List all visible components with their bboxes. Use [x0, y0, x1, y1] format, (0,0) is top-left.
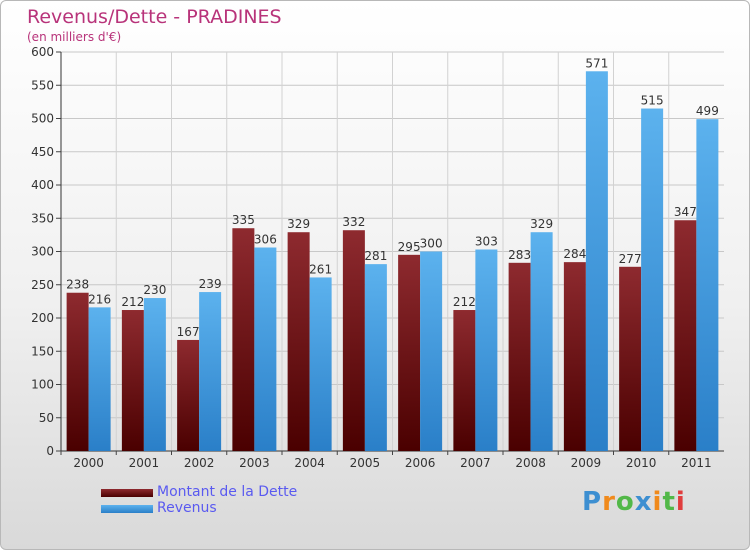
bar-revenus-2005	[364, 264, 387, 451]
bar-revenus-2010	[641, 108, 664, 452]
data-label-dette: 212	[453, 295, 476, 309]
bar-dette-2000	[66, 292, 89, 451]
x-tick-label: 2007	[460, 456, 491, 470]
bar-revenus-2002	[199, 292, 222, 451]
data-label-revenus: 261	[309, 262, 332, 276]
data-label-dette: 284	[563, 247, 586, 261]
logo-letter: P	[582, 487, 603, 517]
data-label-dette: 347	[674, 205, 697, 219]
data-label-revenus: 230	[143, 283, 166, 297]
x-tick-label: 2005	[350, 456, 381, 470]
bar-dette-2006	[398, 254, 421, 451]
legend-swatch-revenus	[101, 505, 153, 513]
data-label-dette: 167	[177, 325, 200, 339]
y-tick-label: 350	[31, 211, 54, 225]
bar-dette-2010	[619, 266, 642, 451]
data-label-dette: 329	[287, 217, 310, 231]
axis-layer: 0 50 100 150 200 250 300 350 400 450 500 550 600 2000…	[31, 45, 724, 470]
y-tick-label: 150	[31, 344, 54, 358]
y-tick-label: 250	[31, 278, 54, 292]
y-tick-label: 600	[31, 45, 54, 59]
data-label-dette: 277	[619, 252, 642, 266]
data-label-dette: 335	[232, 213, 255, 227]
proxiti-logo: Proxiti	[582, 487, 686, 517]
x-tick-label: 2000	[73, 456, 104, 470]
bar-dette-2003	[232, 228, 255, 451]
x-tick-label: 2006	[405, 456, 436, 470]
logo-letter: i	[675, 487, 686, 517]
y-tick-label: 200	[31, 311, 54, 325]
bar-revenus-2004	[309, 277, 332, 451]
legend-label-dette: Montant de la Dette	[157, 484, 298, 500]
bar-revenus-2000	[88, 307, 111, 451]
x-tick-label: 2002	[184, 456, 215, 470]
logo-letter: x	[634, 487, 653, 517]
logo-letter: i	[652, 487, 663, 517]
y-tick-label: 550	[31, 78, 54, 92]
y-tick-label: 500	[31, 112, 54, 126]
bar-revenus-2007	[475, 249, 498, 451]
chart-title: Revenus/Dette - PRADINES	[27, 6, 282, 28]
data-label-dette: 283	[508, 248, 531, 262]
data-label-revenus: 239	[199, 277, 222, 291]
bar-dette-2011	[674, 220, 697, 451]
x-tick-label: 2008	[515, 456, 546, 470]
bar-dette-2007	[453, 310, 476, 451]
y-tick-label: 300	[31, 245, 54, 259]
bar-dette-2005	[342, 230, 365, 451]
bar-dette-2002	[177, 339, 200, 451]
legend-label-revenus: Revenus	[157, 500, 217, 516]
x-tick-label: 2004	[294, 456, 325, 470]
grid-layer	[61, 51, 724, 452]
y-tick-label: 50	[39, 411, 54, 425]
x-tick-label: 2009	[571, 456, 602, 470]
data-label-revenus: 306	[254, 233, 277, 247]
x-tick-label: 2001	[129, 456, 160, 470]
data-label-revenus: 303	[475, 235, 498, 249]
bar-revenus-2011	[696, 119, 719, 451]
data-label-dette: 332	[342, 215, 365, 229]
x-tick-label: 2011	[681, 456, 712, 470]
data-label-dette: 295	[398, 240, 421, 254]
bar-dette-2009	[563, 262, 586, 451]
x-tick-label: 2010	[626, 456, 657, 470]
bar-dette-2004	[287, 232, 310, 451]
bar-revenus-2009	[585, 71, 608, 451]
logo-letter: o	[615, 487, 635, 517]
data-label-revenus: 300	[420, 237, 443, 251]
x-tick-label: 2003	[239, 456, 270, 470]
data-label-revenus: 216	[88, 292, 111, 306]
bar-revenus-2006	[420, 251, 443, 451]
bar-revenus-2003	[254, 247, 277, 451]
y-tick-label: 400	[31, 178, 54, 192]
y-tick-label: 100	[31, 378, 54, 392]
data-label-dette: 238	[66, 278, 89, 292]
bar-revenus-2008	[530, 232, 553, 451]
data-label-revenus: 281	[364, 249, 387, 263]
data-label-revenus: 329	[530, 217, 553, 231]
legend-swatch-dette	[101, 489, 153, 497]
y-tick-label: 0	[46, 444, 54, 458]
bar-revenus-2001	[143, 298, 166, 451]
bar-dette-2001	[121, 310, 144, 451]
bar-dette-2008	[508, 262, 531, 451]
bars-layer	[66, 71, 719, 452]
data-label-dette: 212	[121, 295, 144, 309]
data-label-revenus: 571	[585, 56, 608, 70]
data-label-revenus: 515	[641, 94, 664, 108]
chart-subtitle: (en milliers d'€)	[27, 30, 122, 44]
y-tick-label: 450	[31, 145, 54, 159]
data-label-revenus: 499	[696, 104, 719, 118]
logo-letter: r	[602, 487, 616, 517]
logo-letter: t	[662, 487, 676, 517]
